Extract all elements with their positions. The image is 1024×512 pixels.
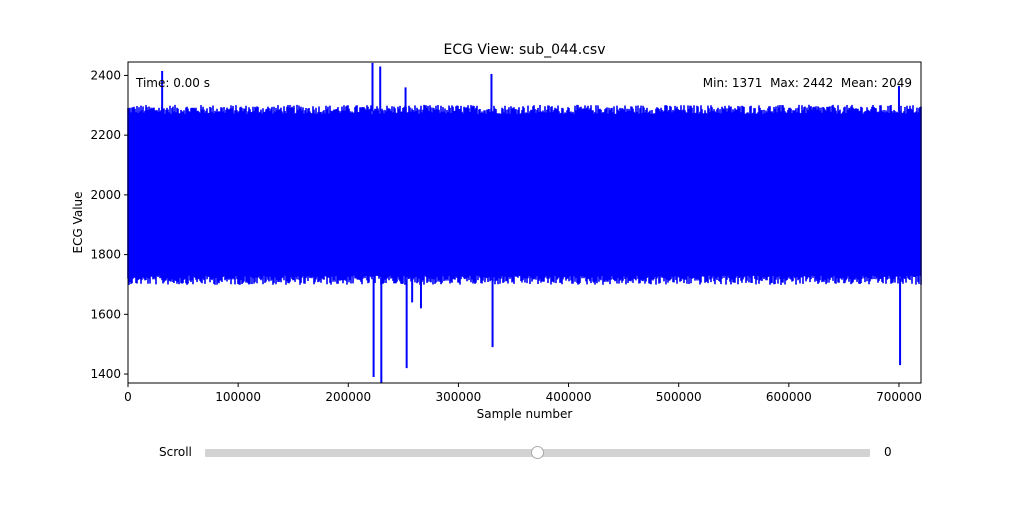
- x-tick-label: 0: [124, 390, 132, 404]
- x-tick-label: 300000: [436, 390, 482, 404]
- y-tick-label: 1800: [90, 248, 121, 262]
- x-tick-label: 600000: [766, 390, 812, 404]
- ecg-signal: [127, 62, 922, 383]
- y-tick-label: 1600: [90, 307, 121, 321]
- chart-title: ECG View: sub_044.csv: [443, 42, 605, 58]
- x-axis-ticks: 0 100000 200000 300000 400000 500000 600000 700…: [124, 383, 922, 404]
- x-axis-label: Sample number: [477, 407, 573, 421]
- x-tick-label: 200000: [325, 390, 371, 404]
- plot-area: Time: 0.00 s Min: 1371 Max: 2442 Mean: 2…: [127, 61, 922, 384]
- y-tick-label: 1400: [90, 367, 121, 381]
- x-tick-label: 700000: [876, 390, 922, 404]
- scroll-slider[interactable]: Scroll 0: [0, 440, 1024, 466]
- time-readout: Time: 0.00 s: [135, 76, 210, 90]
- y-tick-label: 2400: [90, 68, 121, 82]
- stats-readout: Min: 1371 Max: 2442 Mean: 2049: [703, 76, 912, 90]
- y-axis-ticks: 1400 1600 1800 2000 2200 2400: [90, 68, 128, 381]
- y-tick-label: 2000: [90, 188, 121, 202]
- x-tick-label: 100000: [215, 390, 261, 404]
- slider-handle[interactable]: [531, 446, 544, 459]
- slider-value: 0: [884, 445, 892, 459]
- x-tick-label: 400000: [546, 390, 592, 404]
- slider-label: Scroll: [159, 445, 192, 459]
- axes-frame: [127, 61, 922, 384]
- y-tick-label: 2200: [90, 128, 121, 142]
- signal-band: [127, 104, 922, 285]
- x-tick-label: 500000: [656, 390, 702, 404]
- y-axis-label: ECG Value: [71, 191, 85, 253]
